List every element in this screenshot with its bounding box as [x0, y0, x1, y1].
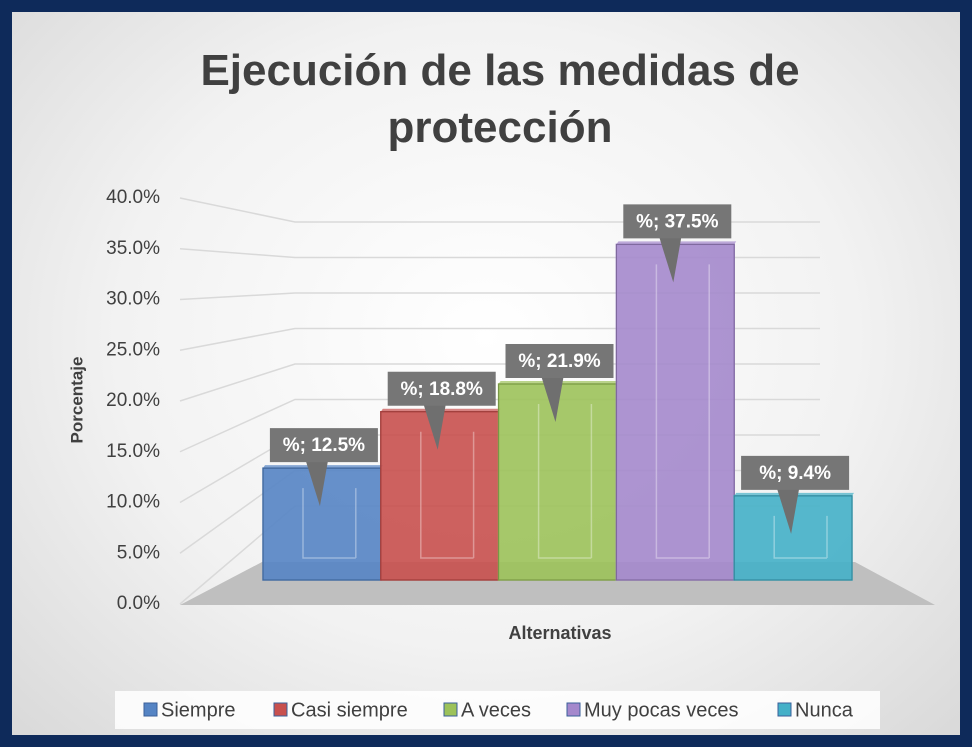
legend-swatch — [273, 702, 288, 717]
bar-inner-edge — [420, 431, 475, 559]
data-label-pointer — [659, 237, 682, 283]
y-tick-label: 10.0% — [106, 492, 160, 513]
legend-label: Siempre — [161, 699, 235, 721]
bar-inner-edge — [302, 488, 357, 559]
bar-group — [497, 380, 619, 581]
y-tick-label: 25.0% — [106, 339, 160, 360]
bar — [497, 383, 618, 581]
y-tick-label: 40.0% — [106, 187, 160, 208]
bar-inner-edge — [655, 264, 710, 559]
data-label-box — [741, 455, 850, 490]
legend-label: Muy pocas veces — [584, 699, 739, 721]
data-label: %; 37.5% — [636, 211, 718, 232]
y-tick-label: 20.0% — [106, 390, 160, 411]
data-label-box — [387, 371, 496, 406]
y-tick-label: 5.0% — [117, 542, 160, 563]
y-axis-label: Porcentaje — [67, 357, 86, 444]
y-tick-label: 35.0% — [106, 238, 160, 259]
y-tick-label: 0.0% — [117, 593, 160, 614]
data-label-pointer — [777, 488, 800, 534]
y-tick-label: 15.0% — [106, 441, 160, 462]
bar — [615, 243, 735, 581]
data-label-box — [623, 204, 732, 239]
data-label-box — [505, 343, 614, 378]
y-tick-label: 30.0% — [106, 289, 160, 310]
legend-swatch — [143, 702, 158, 717]
data-label: %; 9.4% — [759, 463, 831, 484]
legend-swatch — [777, 702, 792, 717]
data-label-pointer — [423, 404, 446, 450]
legend-label: A veces — [461, 699, 531, 721]
legend-box — [115, 691, 880, 729]
legend-label: Nunca — [795, 699, 854, 721]
x-axis-label: Alternativas — [508, 623, 611, 643]
data-label-box — [269, 428, 378, 463]
legend-swatch — [443, 702, 458, 717]
legend-label: Casi siempre — [291, 699, 408, 721]
bar-group — [380, 408, 501, 581]
chart-title: Ejecución de las medidas de protección — [200, 46, 800, 152]
data-label-pointer — [305, 461, 328, 507]
data-label: %; 12.5% — [283, 435, 365, 456]
bar-inner-edge — [773, 515, 828, 559]
bar-group — [615, 241, 737, 581]
data-label-pointer — [541, 376, 564, 422]
data-label: %; 21.9% — [518, 351, 600, 372]
bar — [380, 410, 500, 581]
data-label: %; 18.8% — [401, 379, 483, 400]
bar-inner-edge — [537, 403, 593, 559]
legend-swatch — [566, 702, 581, 717]
